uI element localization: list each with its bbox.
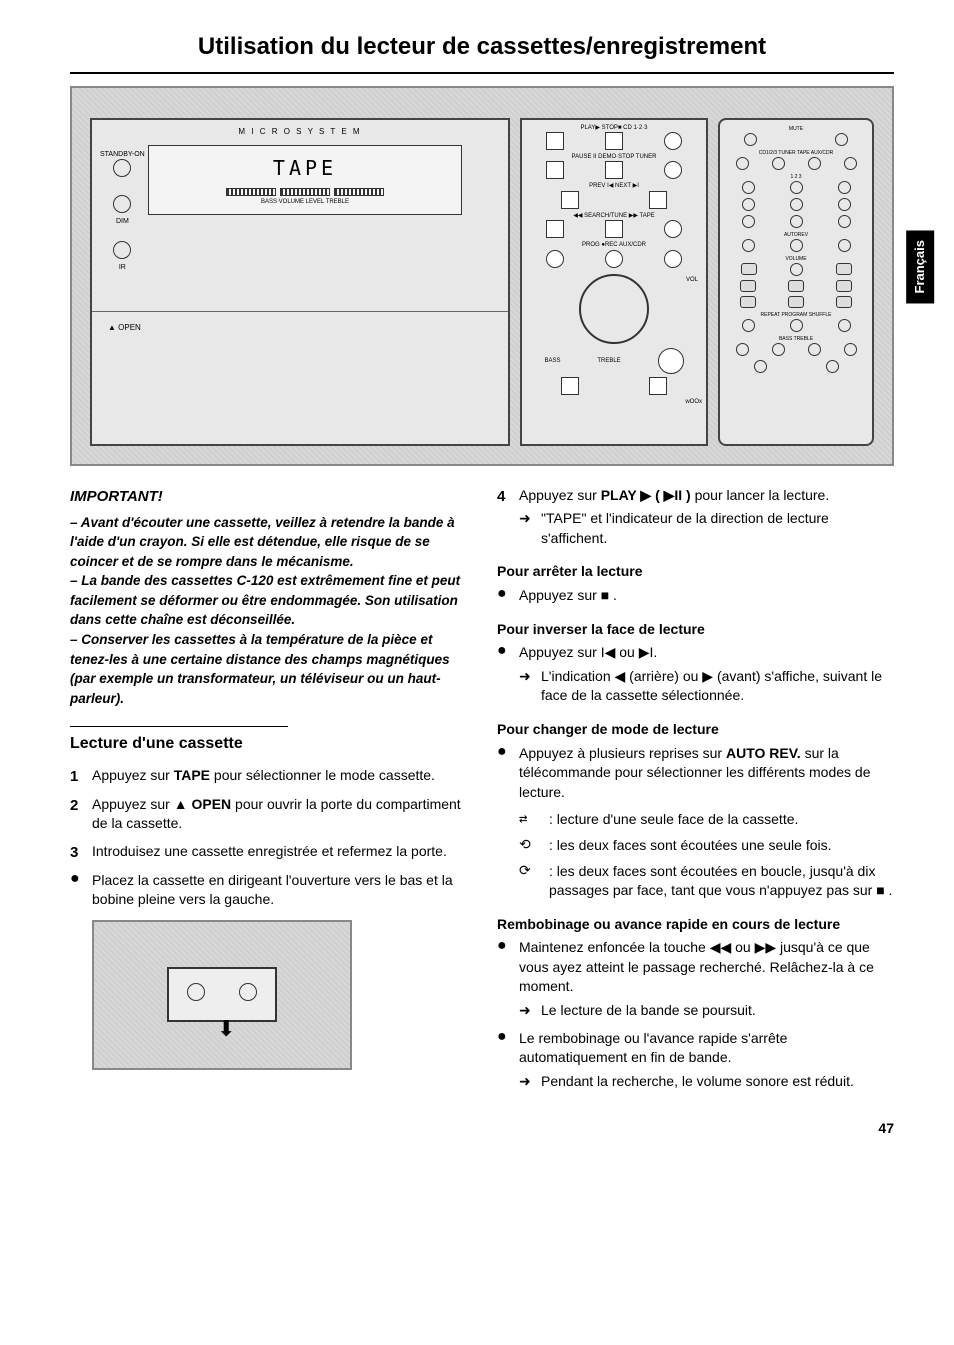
rm-row-autorev: AUTOREV (724, 232, 868, 239)
rm-row-bass: BASS TREBLE (724, 336, 868, 343)
dim-button (113, 195, 131, 213)
open-label: ▲ OPEN (108, 322, 502, 333)
cp-row-3: PREV I◀ NEXT ▶I (526, 182, 702, 190)
important-heading: IMPORTANT! (70, 486, 467, 507)
rewind-heading: Rembobinage ou avance rapide en cours de… (497, 915, 894, 935)
volume-dial (579, 274, 649, 344)
page-title: Utilisation du lecteur de cassettes/enre… (70, 30, 894, 74)
cassette-illustration: ⬇ (92, 920, 352, 1070)
section-rule (70, 726, 288, 727)
rm-row-repeat: REPEAT PROGRAM SHUFFLE (724, 312, 868, 319)
step-3: 3 Introduisez une cassette enregistrée e… (70, 842, 467, 863)
rm-row-vol: VOLUME (724, 256, 868, 263)
step-4: 4 Appuyez sur PLAY ▶ ( ▶II ) pour lancer… (497, 486, 894, 549)
treble-label: TREBLE (597, 357, 620, 365)
woox-label: wOOx (526, 398, 702, 406)
language-tab: Français (906, 230, 934, 303)
mode-3: ⟳: les deux faces sont écoutées en boucl… (519, 862, 894, 901)
rm-row-src: CD1/2/3 TUNER TAPE AUX/CDR (724, 150, 868, 157)
reverse-bullet: ● Appuyez sur I◀ ou ▶I. ➜L'indication ◀ … (497, 643, 894, 706)
ir-label: IR (119, 264, 126, 271)
device-illustration: M I C R O S Y S T E M STANDBY-ON DIM IR … (70, 86, 894, 466)
standby-button (113, 159, 131, 177)
reverse-heading: Pour inverser la face de lecture (497, 620, 894, 640)
vol-label: VOL (526, 276, 698, 284)
bass-label: BASS (544, 357, 560, 365)
micro-system-panel: M I C R O S Y S T E M STANDBY-ON DIM IR … (90, 118, 510, 446)
right-column: 4 Appuyez sur PLAY ▶ ( ▶II ) pour lancer… (497, 486, 894, 1100)
stop-heading: Pour arrêter la lecture (497, 562, 894, 582)
cp-row-5: PROG ●REC AUX/CDR (526, 241, 702, 249)
left-column: IMPORTANT! – Avant d'écouter une cassett… (70, 486, 467, 1100)
rm-row-num: 1 2 3 (724, 174, 868, 181)
cp-row-2: PAUSE II DEMO·STOP TUNER (526, 153, 702, 161)
mode-2: ⟲: les deux faces sont écoutées une seul… (519, 836, 894, 856)
display-sublabels: BASS VOLUME LEVEL TREBLE (153, 198, 457, 206)
bullet-cassette-orient: ● Placez la cassette en dirigeant l'ouve… (70, 871, 467, 910)
display-panel: TAPE BASS VOLUME LEVEL TREBLE (148, 145, 462, 215)
display-text: TAPE (153, 154, 457, 182)
dim-label: DIM (116, 218, 129, 225)
control-panel: PLAY▶ STOP■ CD 1·2·3 PAUSE II DEMO·STOP … (520, 118, 708, 446)
lecture-heading: Lecture d'une cassette (70, 733, 467, 755)
rm-row-mute: MUTE (724, 126, 868, 133)
standby-label: STANDBY-ON (100, 151, 145, 158)
rewind-bullet-1: ● Maintenez enfoncée la touche ◀◀ ou ▶▶ … (497, 938, 894, 1020)
important-body: – Avant d'écouter une cassette, veillez … (70, 513, 467, 709)
page-number: 47 (70, 1119, 894, 1139)
remote-control: MUTE CD1/2/3 TUNER TAPE AUX/CDR 1 2 3 AU… (718, 118, 874, 446)
cp-row-1: PLAY▶ STOP■ CD 1·2·3 (526, 124, 702, 132)
mode-bullet: ● Appuyez à plusieurs reprises sur AUTO … (497, 744, 894, 803)
step-1: 1 Appuyez sur TAPE pour sélectionner le … (70, 766, 467, 787)
rewind-bullet-2: ● Le rembobinage ou l'avance rapide s'ar… (497, 1029, 894, 1092)
micro-system-label: M I C R O S Y S T E M (98, 126, 502, 137)
ir-sensor (113, 241, 131, 259)
step-2: 2 Appuyez sur ▲ OPEN pour ouvrir la port… (70, 795, 467, 834)
mode-1: ⇄: lecture d'une seule face de la casset… (519, 810, 894, 830)
stop-bullet: ●Appuyez sur ■ . (497, 586, 894, 606)
mode-heading: Pour changer de mode de lecture (497, 720, 894, 740)
cp-row-4: ◀◀ SEARCH/TUNE ▶▶ TAPE (526, 212, 702, 220)
